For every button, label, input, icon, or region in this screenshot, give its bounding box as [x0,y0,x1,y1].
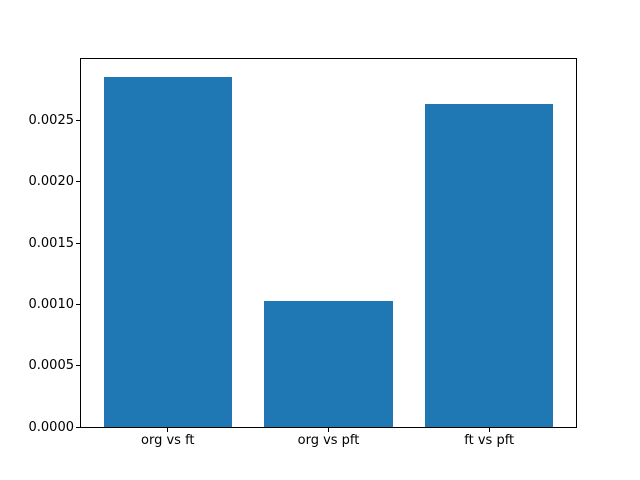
x-tick-label-org-vs-pft: org vs pft [297,433,360,448]
bar-org-vs-ft [103,77,233,427]
y-tick-label: 0.0010 [28,296,75,312]
plot-area: 0.0000 0.0005 0.0010 0.0015 0.0020 0.0025 org … [29,58,577,447]
x-tick-label-org-vs-ft: org vs ft [141,433,195,448]
y-tick-label: 0.0000 [28,419,75,435]
x-tick-mark [488,428,490,432]
y-tick-mark [76,426,80,428]
x-tick-label-ft-vs-pft: ft vs pft [464,433,515,448]
bar-ft-vs-pft [424,104,554,427]
y-tick-mark [76,119,80,121]
y-tick-label: 0.0020 [28,174,75,190]
y-tick-label: 0.0015 [28,235,75,251]
y-tick-mark [76,242,80,244]
y-tick-mark [76,303,80,305]
y-tick-mark [76,365,80,367]
y-tick-label: 0.0005 [28,358,75,374]
x-tick-mark [328,428,329,432]
x-tick-mark [167,428,169,432]
y-tick-label: 0.0025 [28,112,75,128]
bar-org-vs-pft [264,300,393,427]
y-tick-mark [76,181,80,183]
